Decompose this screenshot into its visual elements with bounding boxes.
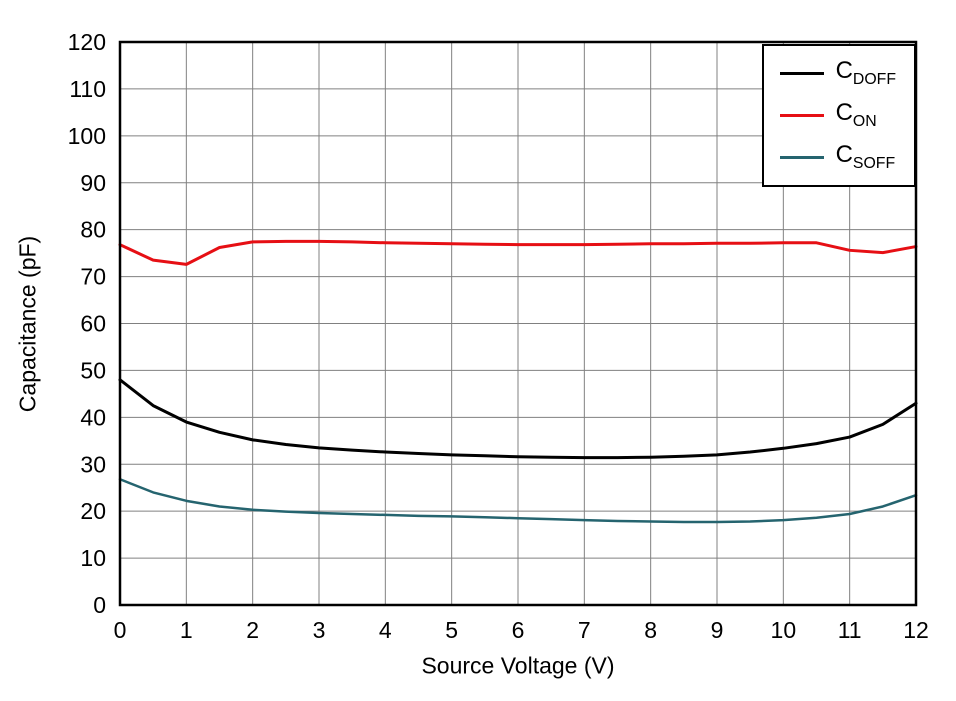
x-tick-label: 8 [644, 617, 657, 643]
y-axis-title: Capacitance (pF) [14, 235, 41, 413]
x-tick-label: 2 [246, 617, 259, 643]
legend-entry: CSOFF [779, 141, 896, 173]
x-tick-label: 1 [180, 617, 193, 643]
series-line-CSOFF [118, 478, 918, 524]
legend-line-sample [779, 113, 824, 117]
legend-entry: CDOFF [779, 57, 896, 88]
legend-line-sample [779, 71, 824, 75]
x-axis-title: Source Voltage (V) [421, 652, 615, 679]
y-tick-label: 50 [80, 357, 106, 383]
legend-entry: CON [779, 99, 896, 131]
y-tick-label: 40 [80, 404, 106, 430]
plot-border [118, 40, 918, 607]
legend-label: CDOFF [835, 57, 896, 88]
x-tick-label: 4 [379, 617, 392, 643]
x-tick-label: 5 [445, 617, 458, 643]
y-tick-label: 10 [80, 545, 106, 571]
y-tick-label: 90 [80, 170, 106, 196]
x-tick-label: 6 [512, 617, 525, 643]
legend-label: CSOFF [835, 141, 896, 173]
x-tick-label: 0 [114, 617, 127, 643]
x-tick-label: 7 [578, 617, 591, 643]
y-tick-label: 110 [69, 76, 106, 102]
y-tick-label: 30 [80, 451, 106, 477]
y-tick-label: 80 [80, 217, 106, 243]
y-tick-label: 0 [93, 592, 106, 618]
y-tick-label: 70 [80, 264, 106, 290]
x-tick-label: 12 [903, 617, 929, 643]
y-tick-label: 20 [80, 498, 106, 524]
series-line-CON [118, 239, 918, 266]
x-tick-label: 10 [771, 617, 797, 643]
y-tick-label: 120 [68, 29, 106, 55]
x-tick-label: 9 [711, 617, 724, 643]
y-tick-label: 60 [80, 311, 106, 337]
series-line-CDOFF [118, 378, 918, 460]
x-tick-label: 11 [838, 617, 862, 643]
legend-label: CON [835, 99, 877, 131]
x-tick-label: 3 [313, 617, 326, 643]
legend-line-sample [779, 156, 824, 160]
y-tick-label: 100 [68, 123, 106, 149]
legend: CDOFF CON CSOFF [761, 44, 916, 187]
